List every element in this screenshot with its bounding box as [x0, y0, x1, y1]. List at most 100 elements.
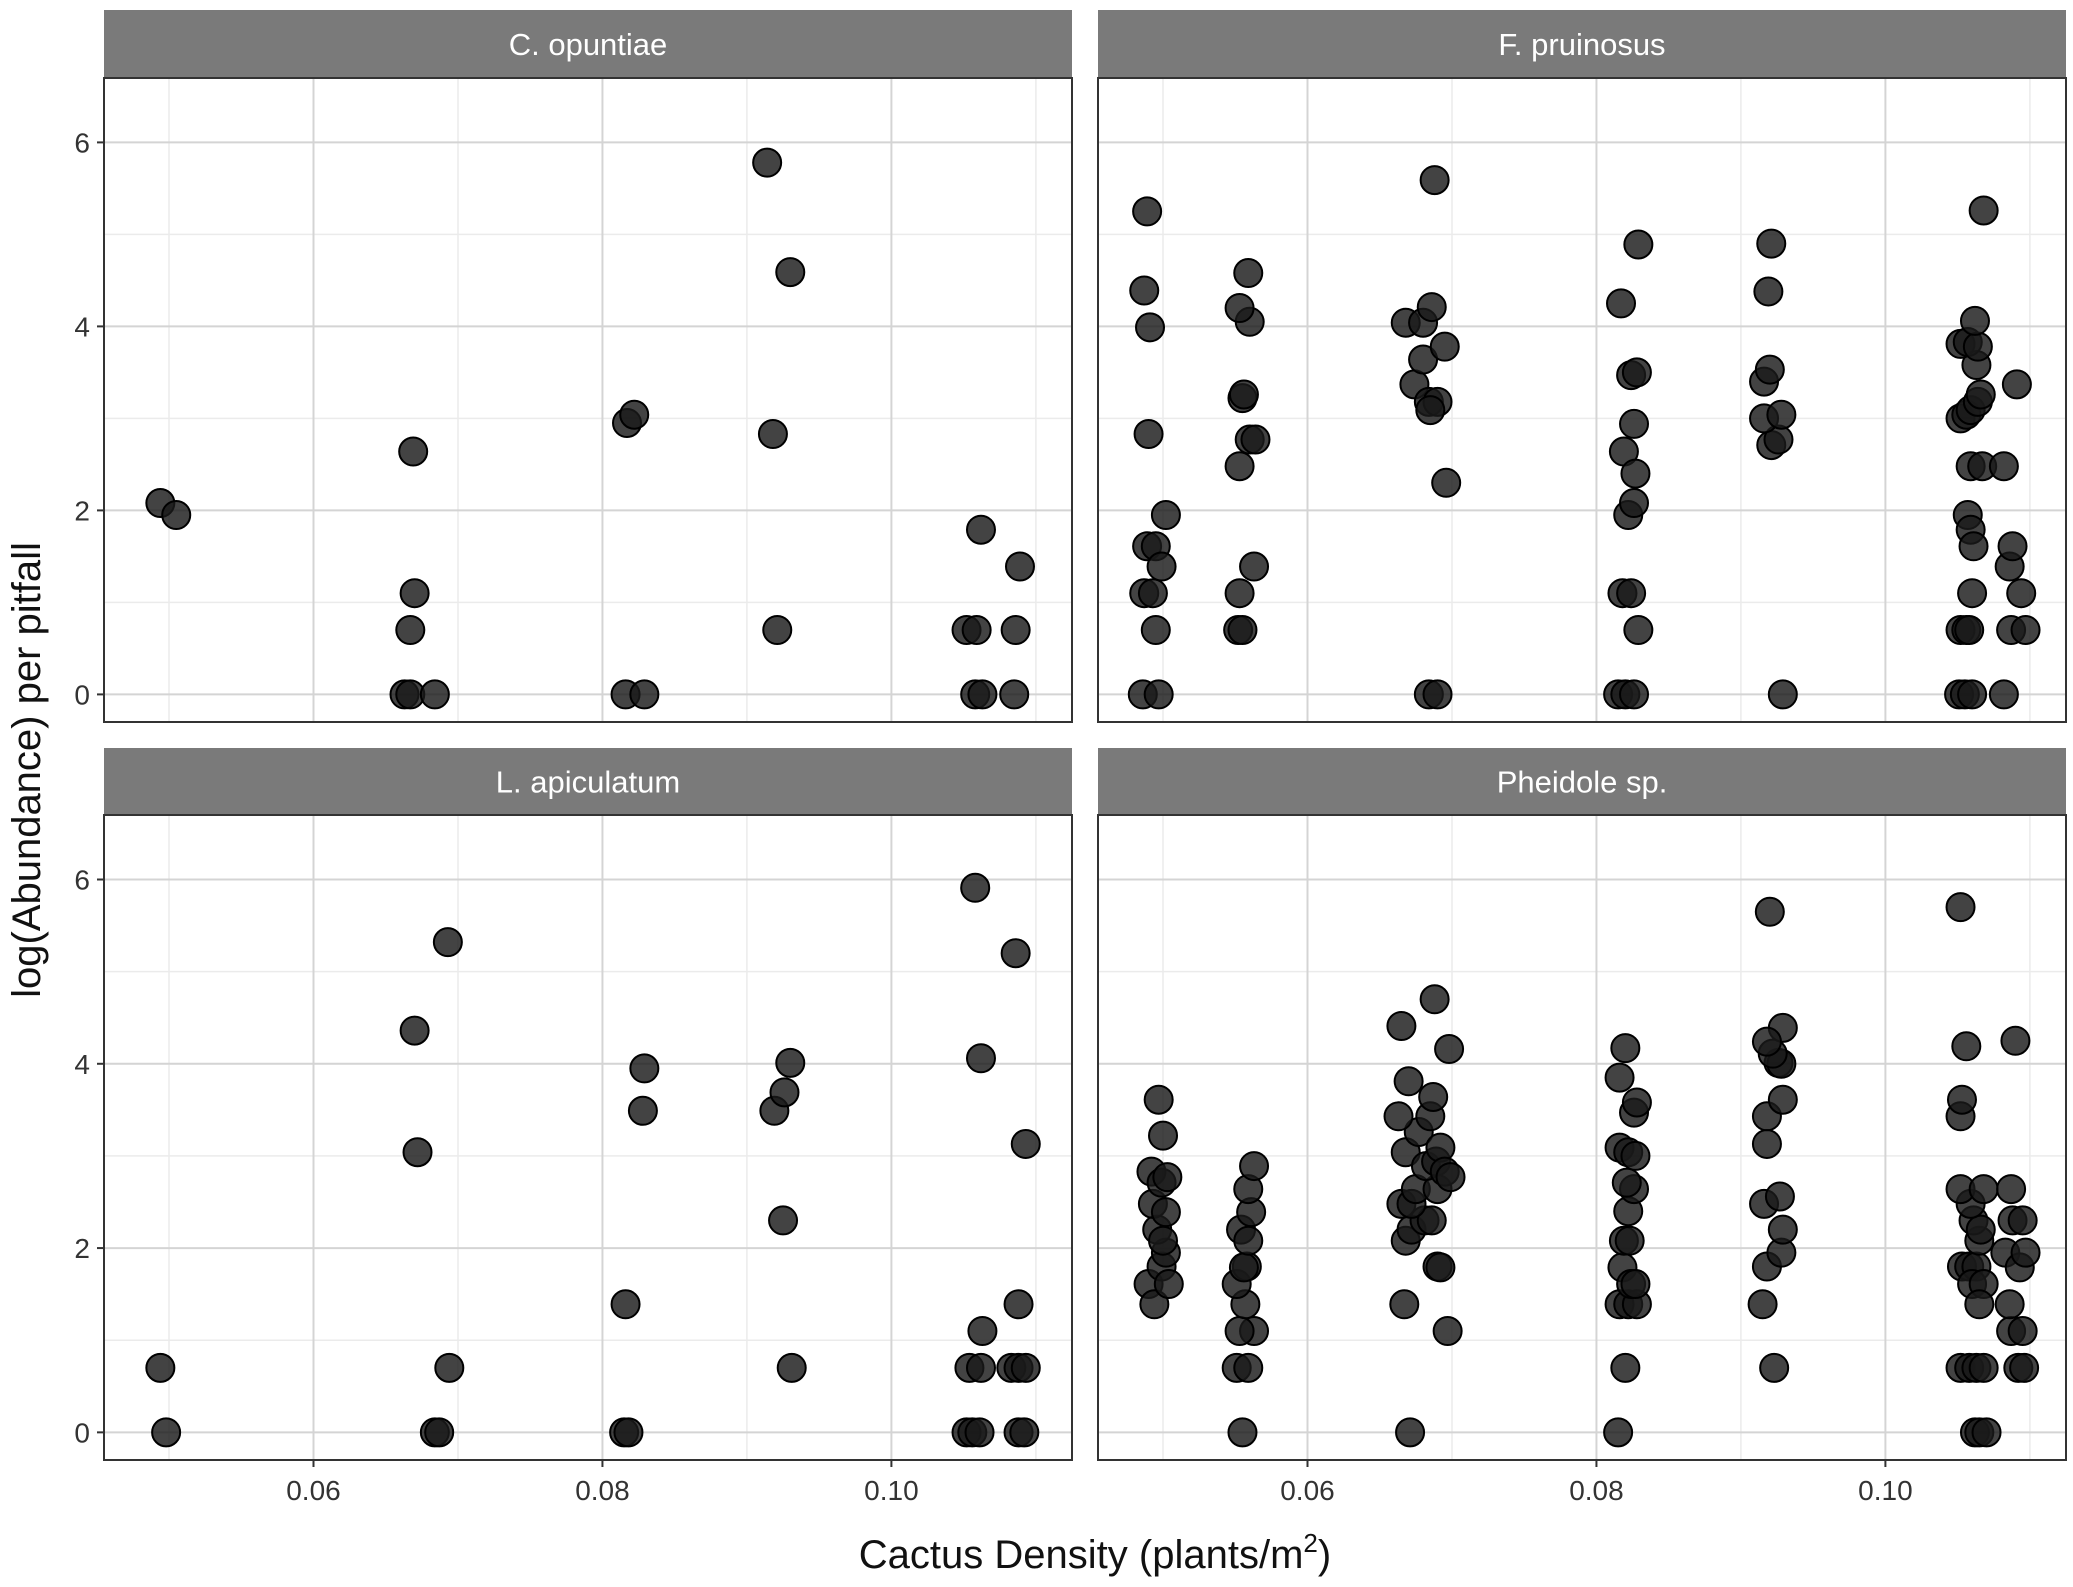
data-point: [398, 436, 429, 467]
data-points: [145, 872, 1041, 1448]
strip-label: L. apiculatum: [496, 765, 680, 800]
y-axis-title: log(Abundance) per pitfall: [5, 542, 49, 998]
data-point: [1153, 1269, 1184, 1300]
data-point: [1996, 1174, 2027, 1205]
panel-1: C. opuntiae: [103, 10, 1073, 723]
data-point: [395, 615, 426, 645]
data-point: [1971, 1417, 2002, 1448]
data-point: [1416, 292, 1447, 323]
data-point: [619, 399, 650, 430]
y-tick-label: 0: [74, 679, 90, 710]
data-point: [1227, 615, 1258, 645]
data-point: [1129, 275, 1160, 306]
data-point: [967, 1316, 998, 1346]
data-point: [1000, 615, 1031, 645]
data-point: [145, 1352, 176, 1383]
gridlines: [1098, 815, 2066, 1460]
data-point: [434, 1352, 465, 1383]
data-point: [1623, 229, 1654, 260]
data-point: [1766, 399, 1797, 430]
panel-background: [1098, 78, 2066, 722]
data-point: [1146, 551, 1177, 582]
data-point: [1603, 1417, 1634, 1448]
data-point: [1415, 395, 1446, 426]
data-point: [1965, 379, 1996, 410]
data-point: [1611, 1167, 1642, 1198]
data-point: [1751, 1026, 1782, 1057]
strip-background: [1098, 10, 2066, 78]
data-point: [965, 514, 996, 545]
data-point: [1616, 578, 1647, 609]
data-point: [1133, 419, 1164, 450]
data-point: [1620, 458, 1651, 489]
data-point: [1228, 1252, 1259, 1283]
data-point: [1965, 1214, 1996, 1245]
panel-2: F. pruinosus: [1097, 10, 2067, 723]
data-point: [1009, 1417, 1040, 1448]
data-point: [610, 1289, 641, 1320]
data-point: [402, 1137, 433, 1168]
strip-label: C. opuntiae: [509, 27, 668, 62]
data-point: [965, 1352, 996, 1383]
strip-label: F. pruinosus: [1498, 27, 1665, 62]
strip-label: Pheidole sp.: [1497, 765, 1668, 800]
x-tick-label: 0.08: [575, 1475, 630, 1506]
data-point: [1150, 1197, 1181, 1228]
data-point: [1968, 1352, 1999, 1383]
data-point: [1988, 679, 2019, 710]
y-tick-label: 2: [74, 495, 90, 526]
data-point: [1614, 1225, 1645, 1256]
data-point: [1395, 1417, 1426, 1448]
data-point: [1431, 467, 1462, 498]
panel-background: [104, 78, 1072, 722]
y-tick-label: 6: [74, 865, 90, 896]
data-point: [1137, 578, 1168, 609]
strip-background: [104, 748, 1072, 815]
data-point: [1148, 1120, 1179, 1151]
data-point: [1140, 615, 1171, 645]
data-point: [1623, 615, 1654, 645]
data-point: [1419, 165, 1450, 196]
x-tick-label: 0.10: [1858, 1475, 1913, 1506]
data-point: [1425, 1252, 1456, 1283]
data-point: [1610, 1352, 1641, 1383]
data-point: [1152, 1162, 1183, 1193]
data-point: [1434, 1034, 1465, 1065]
data-point: [432, 927, 463, 958]
data-point: [775, 257, 806, 288]
data-point: [629, 1053, 660, 1084]
x-tick-label: 0.06: [1280, 1475, 1335, 1506]
data-point: [1227, 1417, 1258, 1448]
data-point: [776, 1352, 807, 1383]
x-tick-label: 0.06: [286, 1475, 341, 1506]
data-point: [1767, 1214, 1798, 1245]
data-point: [1962, 331, 1993, 362]
data-point: [1747, 1289, 1778, 1320]
data-point: [1429, 331, 1460, 362]
data-point: [399, 1015, 430, 1046]
x-axis-title: Cactus Density (plants/m2): [859, 1528, 1331, 1577]
data-point: [1233, 1352, 1264, 1383]
data-point: [757, 419, 788, 450]
x-axis-title-suffix: ): [1318, 1533, 1331, 1577]
strip-background: [104, 10, 1072, 78]
panel-3: L. apiculatum: [103, 748, 1073, 1461]
y-tick-label: 4: [74, 1049, 90, 1080]
panel-border: [103, 814, 1073, 1461]
data-point: [1416, 1205, 1447, 1236]
data-point: [1946, 1084, 1977, 1115]
data-point: [1957, 578, 1988, 609]
data-point: [964, 1417, 995, 1448]
data-point: [1003, 1289, 1034, 1320]
panel-4: Pheidole sp.: [1097, 748, 2067, 1461]
data-point: [1143, 679, 1174, 710]
data-point: [775, 1047, 806, 1078]
data-point: [1435, 1162, 1466, 1193]
data-point: [1240, 424, 1271, 455]
panel-background: [1098, 815, 2066, 1460]
data-point: [967, 679, 998, 710]
x-axis-title-main: Cactus Density (plants/m: [859, 1533, 1304, 1577]
data-point: [1988, 451, 2019, 482]
data-point: [1767, 1084, 1798, 1115]
data-point: [1239, 1151, 1270, 1182]
